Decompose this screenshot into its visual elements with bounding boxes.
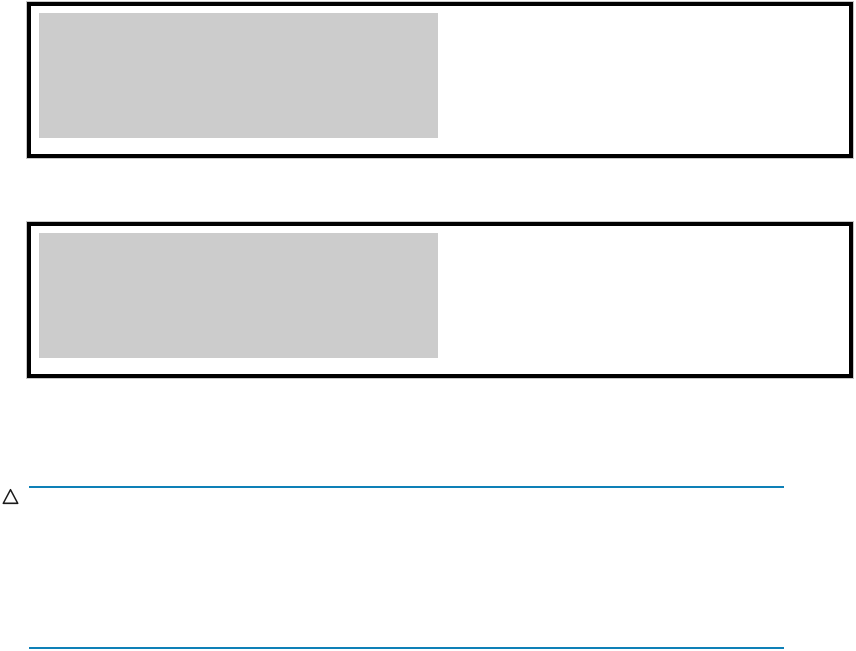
section-divider-top xyxy=(29,486,784,488)
caution-triangle-icon xyxy=(2,488,19,505)
figure-frame-1 xyxy=(26,1,854,159)
section-divider-bottom xyxy=(29,647,784,649)
figure-frame-2 xyxy=(26,221,854,379)
figure-2-image-placeholder xyxy=(39,233,438,358)
figure-1-image-placeholder xyxy=(39,13,438,138)
